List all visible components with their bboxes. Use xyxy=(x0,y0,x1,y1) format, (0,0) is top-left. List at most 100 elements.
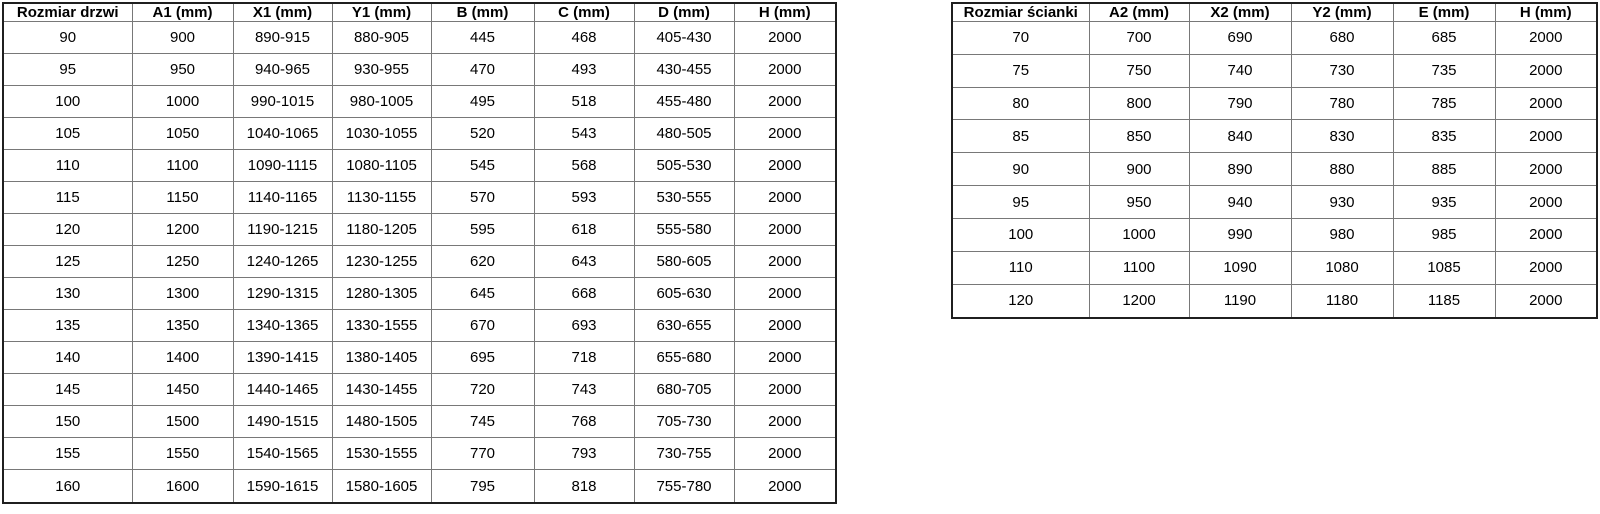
cell: 2000 xyxy=(733,20,837,55)
table-row: 105 1050 1040-1065 1030-1055 520 543 480-505 20… xyxy=(2,117,837,151)
cell: 480-505 xyxy=(633,117,735,151)
cell: 90 xyxy=(2,20,133,55)
column-header: A1 (mm) xyxy=(131,2,234,22)
cell: 568 xyxy=(533,149,635,183)
cell: 1000 xyxy=(1088,217,1190,252)
cell: 770 xyxy=(430,437,535,471)
cell: 1000 xyxy=(131,85,234,119)
cell: 145 xyxy=(2,373,133,407)
cell: 980-1005 xyxy=(331,85,432,119)
cell: 743 xyxy=(533,373,635,407)
cell: 2000 xyxy=(1494,152,1598,187)
cell: 1390-1415 xyxy=(232,341,333,375)
cell: 1500 xyxy=(131,405,234,439)
cell: 930-955 xyxy=(331,53,432,87)
cell: 985 xyxy=(1392,217,1496,252)
table-row: 95 950 940-965 930-955 470 493 430-455 2000 xyxy=(2,53,837,87)
cell: 735 xyxy=(1392,53,1496,88)
cell: 818 xyxy=(533,469,635,504)
table-row: 145 1450 1440-1465 1430-1455 720 743 680-705 20… xyxy=(2,373,837,407)
column-header: Rozmiar ścianki xyxy=(951,2,1090,22)
table-row: 120 1200 1190-1215 1180-1205 595 618 555-580 20… xyxy=(2,213,837,247)
cell: 785 xyxy=(1392,86,1496,121)
cell: 140 xyxy=(2,341,133,375)
cell: 720 xyxy=(430,373,535,407)
cell: 690 xyxy=(1188,21,1292,55)
cell: 2000 xyxy=(1494,283,1598,319)
table-row: 140 1400 1390-1415 1380-1405 695 718 655-680 20… xyxy=(2,341,837,375)
cell: 1080-1105 xyxy=(331,149,432,183)
cell: 980 xyxy=(1290,217,1394,252)
cell: 670 xyxy=(430,309,535,343)
cell: 830 xyxy=(1290,119,1394,154)
cell: 1040-1065 xyxy=(232,117,333,151)
column-header: C (mm) xyxy=(533,2,635,22)
cell: 580-605 xyxy=(633,245,735,279)
cell: 468 xyxy=(533,20,635,55)
table-row: 120 1200 1190 1180 1185 2000 xyxy=(951,283,1598,319)
column-header: H (mm) xyxy=(733,2,837,22)
cell: 940 xyxy=(1188,185,1292,219)
cell: 105 xyxy=(2,117,133,151)
column-header: X2 (mm) xyxy=(1188,2,1292,22)
cell: 110 xyxy=(2,149,133,183)
cell: 593 xyxy=(533,181,635,215)
cell: 880-905 xyxy=(331,20,432,55)
cell: 620 xyxy=(430,245,535,279)
cell: 618 xyxy=(533,213,635,247)
cell: 1340-1365 xyxy=(232,309,333,343)
cell: 730-755 xyxy=(633,437,735,471)
table-row: 80 800 790 780 785 2000 xyxy=(951,86,1598,121)
cell: 70 xyxy=(951,21,1090,55)
cell: 75 xyxy=(951,53,1090,88)
table-row: 155 1550 1540-1565 1530-1555 770 793 730-755 20… xyxy=(2,437,837,471)
cell: 840 xyxy=(1188,119,1292,154)
cell: 495 xyxy=(430,85,535,119)
cell: 518 xyxy=(533,85,635,119)
cell: 1180 xyxy=(1290,283,1394,319)
cell: 445 xyxy=(430,20,535,55)
cell: 950 xyxy=(131,53,234,87)
cell: 2000 xyxy=(733,85,837,119)
cell: 740 xyxy=(1188,53,1292,88)
table-row: 100 1000 990 980 985 2000 xyxy=(951,217,1598,252)
cell: 2000 xyxy=(733,53,837,87)
column-header: Y1 (mm) xyxy=(331,2,432,22)
header-row: Rozmiar drzwi A1 (mm) X1 (mm) Y1 (mm) B (mm)… xyxy=(2,2,837,22)
cell: 705-730 xyxy=(633,405,735,439)
cell: 1140-1165 xyxy=(232,181,333,215)
cell: 1180-1205 xyxy=(331,213,432,247)
cell: 1430-1455 xyxy=(331,373,432,407)
cell: 505-530 xyxy=(633,149,735,183)
table-row: 95 950 940 930 935 2000 xyxy=(951,185,1598,219)
cell: 680 xyxy=(1290,21,1394,55)
cell: 2000 xyxy=(1494,53,1598,88)
door-size-table: Rozmiar drzwi A1 (mm) X1 (mm) Y1 (mm) B (mm)… xyxy=(2,2,837,504)
cell: 455-480 xyxy=(633,85,735,119)
cell: 990 xyxy=(1188,217,1292,252)
cell: 885 xyxy=(1392,152,1496,187)
cell: 120 xyxy=(2,213,133,247)
cell: 1150 xyxy=(131,181,234,215)
cell: 1030-1055 xyxy=(331,117,432,151)
cell: 115 xyxy=(2,181,133,215)
table-row: 90 900 890-915 880-905 445 468 405-430 2000 xyxy=(2,20,837,55)
cell: 430-455 xyxy=(633,53,735,87)
cell: 1240-1265 xyxy=(232,245,333,279)
cell: 530-555 xyxy=(633,181,735,215)
cell: 2000 xyxy=(1494,185,1598,219)
cell: 1200 xyxy=(1088,283,1190,319)
table-row: 150 1500 1490-1515 1480-1505 745 768 705-730 20… xyxy=(2,405,837,439)
cell: 800 xyxy=(1088,86,1190,121)
column-header: A2 (mm) xyxy=(1088,2,1190,22)
column-header: B (mm) xyxy=(430,2,535,22)
cell: 900 xyxy=(131,20,234,55)
cell: 1480-1505 xyxy=(331,405,432,439)
cell: 835 xyxy=(1392,119,1496,154)
cell: 1280-1305 xyxy=(331,277,432,311)
cell: 1230-1255 xyxy=(331,245,432,279)
table-row: 100 1000 990-1015 980-1005 495 518 455-480 2000 xyxy=(2,85,837,119)
cell: 668 xyxy=(533,277,635,311)
cell: 1540-1565 xyxy=(232,437,333,471)
cell: 890 xyxy=(1188,152,1292,187)
